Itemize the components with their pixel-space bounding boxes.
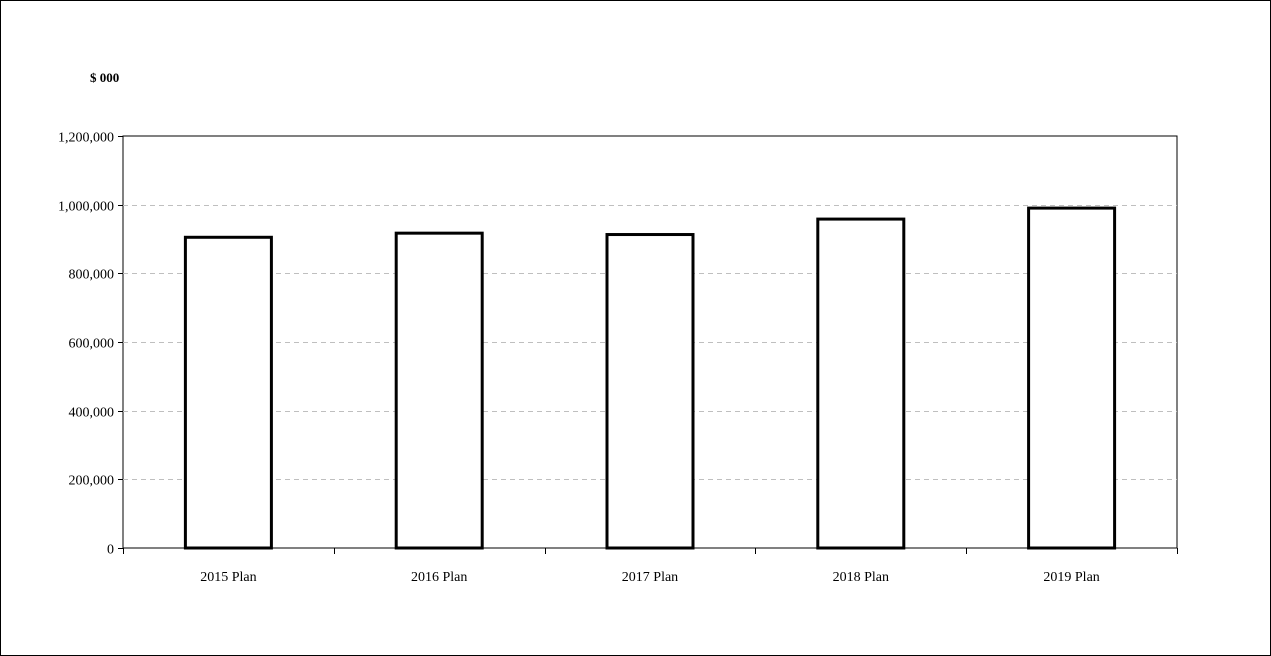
- bar: [1027, 206, 1117, 550]
- bar: [816, 217, 906, 550]
- x-axis: 2015 Plan 2016 Plan 2017 Plan 2018 Plan 2019…: [123, 548, 1178, 585]
- bar: [394, 231, 484, 550]
- y-tick-label: 200,000: [69, 474, 115, 489]
- x-tick-label: 2018 Plan: [833, 570, 889, 585]
- y-axis: 0 200,000 400,000 600,000 800,000 1,000,000 1,…: [58, 131, 123, 558]
- x-tick-label: 2019 Plan: [1043, 570, 1099, 585]
- y-tick-label: 1,200,000: [58, 131, 114, 146]
- y-tick-label: 600,000: [69, 337, 115, 352]
- x-tick-label: 2016 Plan: [411, 570, 467, 585]
- x-tick-label: 2017 Plan: [622, 570, 678, 585]
- bars: [183, 206, 1117, 550]
- y-tick-label: 1,000,000: [58, 200, 114, 215]
- y-tick-label: 400,000: [69, 406, 115, 421]
- bar: [605, 233, 695, 550]
- unit-label: $ 000: [90, 70, 120, 85]
- x-tick-label: 2015 Plan: [200, 570, 256, 585]
- y-tick-label: 0: [107, 543, 114, 558]
- bar: [183, 235, 273, 550]
- y-tick-label: 800,000: [69, 268, 115, 283]
